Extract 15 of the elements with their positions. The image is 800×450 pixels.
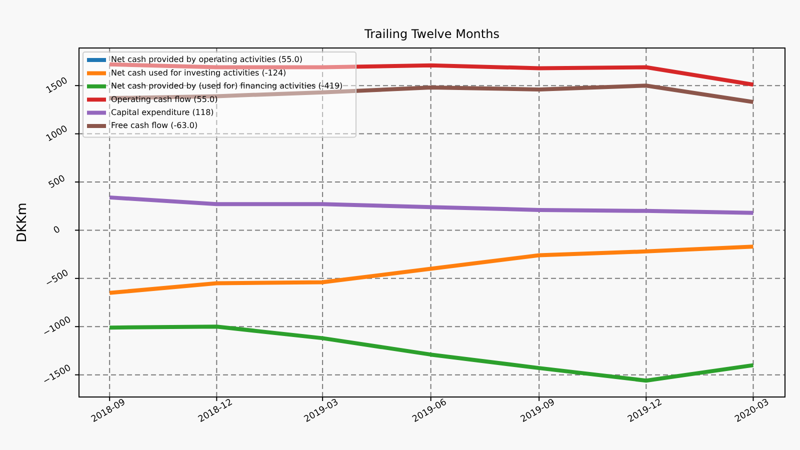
legend-label: Net cash used for investing activities (-124)	[111, 68, 286, 78]
legend-label: Free cash flow (-63.0)	[111, 121, 198, 130]
chart-title: Trailing Twelve Months	[364, 27, 500, 41]
y-axis-title: DKKm	[15, 202, 30, 242]
legend-label: Capital expenditure (118)	[111, 108, 214, 117]
y-tick-label: −500	[44, 268, 71, 290]
line-series	[108, 324, 756, 383]
line-series	[108, 84, 756, 104]
y-tick-label: 0	[52, 224, 62, 236]
legend-label: Operating cash flow (55.0)	[111, 94, 218, 104]
line-series	[108, 244, 756, 295]
line-series	[108, 195, 756, 215]
legend-label: Net cash provided by (used for) financing activities (-419)	[111, 82, 343, 91]
legend-label: Net cash provided by operating activities (55.0)	[111, 55, 302, 64]
y-tick-label: 500	[47, 174, 68, 192]
